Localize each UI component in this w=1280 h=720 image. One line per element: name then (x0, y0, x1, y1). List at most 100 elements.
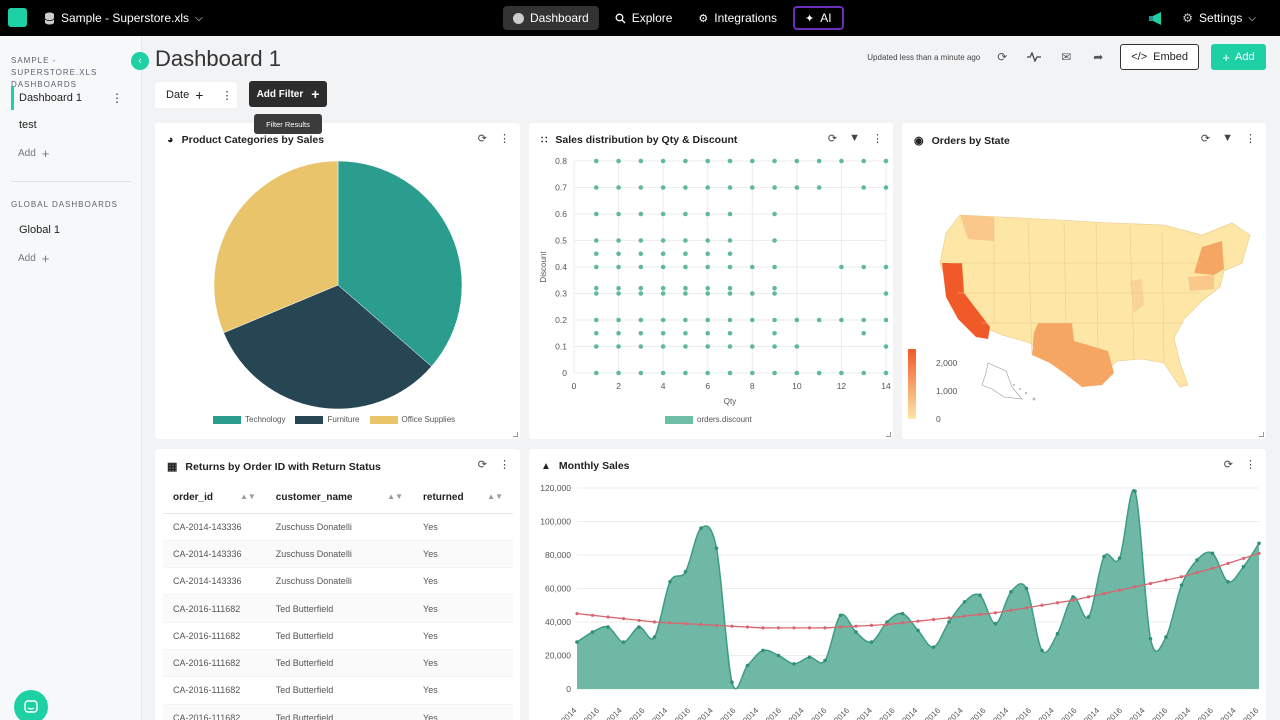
sort-icon[interactable]: ▲▼ (239, 492, 256, 502)
column-header-order-id[interactable]: order_id ▲▼ (163, 483, 266, 514)
date-filter[interactable]: Date + ⋮ (155, 82, 237, 108)
x-tick-label: 14 (881, 381, 891, 391)
refresh-icon[interactable]: ⟳ (477, 133, 487, 145)
map-region-texas[interactable] (1032, 323, 1114, 387)
app-logo[interactable] (8, 8, 27, 27)
scatter-point (593, 370, 599, 376)
scatter-point (593, 185, 599, 190)
legend-item-technology[interactable]: Technology (213, 415, 285, 424)
mail-icon[interactable]: ✉ (1061, 50, 1072, 64)
x-tick-label: 6 (705, 381, 710, 391)
scatter-point (660, 185, 666, 190)
nav-integrations[interactable]: ⚙ Integrations (688, 6, 787, 30)
nav-dashboard[interactable]: Dashboard (503, 6, 599, 30)
cell-customer-name: Zuschuss Donatelli (265, 513, 414, 541)
more-icon[interactable]: ⋮ (1245, 459, 1256, 471)
column-header-label: customer_name (275, 492, 353, 504)
add-global-dashboard-button[interactable]: Add + (18, 251, 49, 266)
table-row[interactable]: CA-2016-111682 Ted Butterfield Yes (163, 704, 513, 720)
embed-button[interactable]: </> Embed (1120, 44, 1199, 70)
table-row[interactable]: CA-2016-111682 Ted Butterfield Yes (163, 676, 513, 705)
pie-slice[interactable] (337, 160, 463, 367)
sort-icon[interactable]: ▲▼ (487, 492, 503, 502)
sidebar-item-test[interactable]: test (11, 113, 131, 137)
resize-handle[interactable] (513, 432, 518, 437)
sidebar-item-dashboard-1[interactable]: Dashboard 1 ⋮ (11, 86, 131, 110)
table-row[interactable]: CA-2014-143336 Zuschuss Donatelli Yes (163, 567, 513, 596)
more-icon[interactable]: ⋮ (221, 89, 233, 102)
sort-icon[interactable]: ▲▼ (387, 492, 404, 502)
trend-point (885, 622, 889, 627)
announcement-icon[interactable] (1148, 11, 1164, 25)
y-tick-label: 120,000 (540, 483, 571, 493)
scatter-point (705, 251, 711, 257)
chat-button[interactable] (14, 690, 48, 720)
resize-handle[interactable] (886, 432, 891, 437)
activity-icon[interactable] (1024, 47, 1044, 67)
database-icon (44, 12, 55, 24)
collapse-sidebar-button[interactable]: ‹ (131, 52, 149, 70)
card-orders-by-state: ◉ Orders by State ⟳ ▼ ⋮ 2,000 1,000 0 (902, 123, 1266, 439)
table-row[interactable]: CA-2014-143336 Zuschuss Donatelli Yes (163, 540, 513, 569)
scatter-point (616, 264, 621, 270)
trend-point (947, 616, 951, 620)
sidebar-item-global-1[interactable]: Global 1 (11, 218, 131, 242)
map-region-alaska[interactable] (981, 362, 1023, 400)
map-region-new-york[interactable] (1194, 241, 1224, 275)
refresh-icon[interactable]: ⟳ (827, 133, 838, 145)
legend-tick: 2,000 (936, 358, 958, 368)
legend-item-office-supplies[interactable]: Office Supplies (369, 415, 455, 424)
scatter-point (749, 370, 755, 376)
settings-button[interactable]: ⚙ Settings ⌵ (1182, 11, 1256, 25)
add-dashboard-button[interactable]: Add + (18, 146, 49, 161)
legend-item-furniture[interactable]: Furniture (295, 415, 360, 424)
table-row[interactable]: CA-2014-143336 Zuschuss Donatelli Yes (163, 513, 513, 541)
table-row[interactable]: CA-2016-111682 Ted Butterfield Yes (163, 594, 513, 623)
table-row[interactable]: CA-2016-111682 Ted Butterfield Yes (163, 622, 513, 650)
more-icon[interactable]: ⋮ (499, 133, 510, 145)
sales-point (1148, 636, 1153, 641)
legend-item-discount[interactable]: orders.discount (665, 415, 752, 424)
legend-swatch (665, 415, 693, 424)
more-icon[interactable]: ⋮ (111, 91, 123, 105)
nav-ai[interactable]: ✦ AI (793, 6, 844, 30)
chat-icon (24, 700, 38, 713)
trend-point (730, 624, 734, 628)
refresh-icon[interactable]: ⟳ (1223, 459, 1233, 471)
map-region-illinois[interactable] (1130, 279, 1144, 313)
map-region-washington[interactable] (960, 215, 994, 241)
trend-point (900, 621, 905, 625)
refresh-icon[interactable]: ⟳ (997, 50, 1008, 64)
more-icon[interactable]: ⋮ (872, 133, 883, 145)
trend-point (1210, 566, 1215, 570)
share-icon[interactable]: ➦ (1093, 50, 1104, 64)
map-region-california[interactable] (942, 263, 990, 339)
filter-icon[interactable]: ▼ (849, 132, 860, 144)
scatter-point (816, 370, 822, 376)
more-icon[interactable]: ⋮ (499, 459, 510, 471)
refresh-icon[interactable]: ⟳ (477, 459, 487, 471)
sales-point (1226, 580, 1230, 584)
resize-handle[interactable] (1259, 432, 1264, 437)
scatter-point (593, 264, 599, 270)
filter-icon[interactable]: ▼ (1222, 132, 1233, 144)
column-header-customer-name[interactable]: customer_name ▲▼ (265, 483, 414, 514)
more-icon[interactable]: ⋮ (1245, 133, 1256, 145)
datasource-selector[interactable]: Sample - Superstore.xls ⌵ (44, 0, 203, 36)
column-header-returned[interactable]: returned ▲▼ (413, 483, 513, 514)
map-region-pennsylvania[interactable] (1188, 275, 1214, 291)
nav-dashboard-label: Dashboard (530, 11, 589, 25)
pie-slice[interactable] (213, 160, 339, 334)
tooltip: Filter Results (254, 114, 322, 134)
add-filter-button[interactable]: Add Filter + (249, 81, 327, 107)
add-button[interactable]: + Add (1211, 44, 1266, 70)
pie-slice[interactable] (223, 284, 432, 410)
table-row[interactable]: CA-2016-111682 Ted Butterfield Yes (163, 649, 513, 678)
embed-label: Embed (1153, 51, 1188, 63)
legend-label: Furniture (327, 415, 360, 424)
cell-order-id: CA-2014-143336 (163, 513, 266, 541)
scatter-point (794, 317, 800, 323)
legend-swatch (213, 415, 241, 424)
nav-explore[interactable]: Explore (605, 6, 683, 30)
refresh-icon[interactable]: ⟳ (1200, 133, 1211, 145)
